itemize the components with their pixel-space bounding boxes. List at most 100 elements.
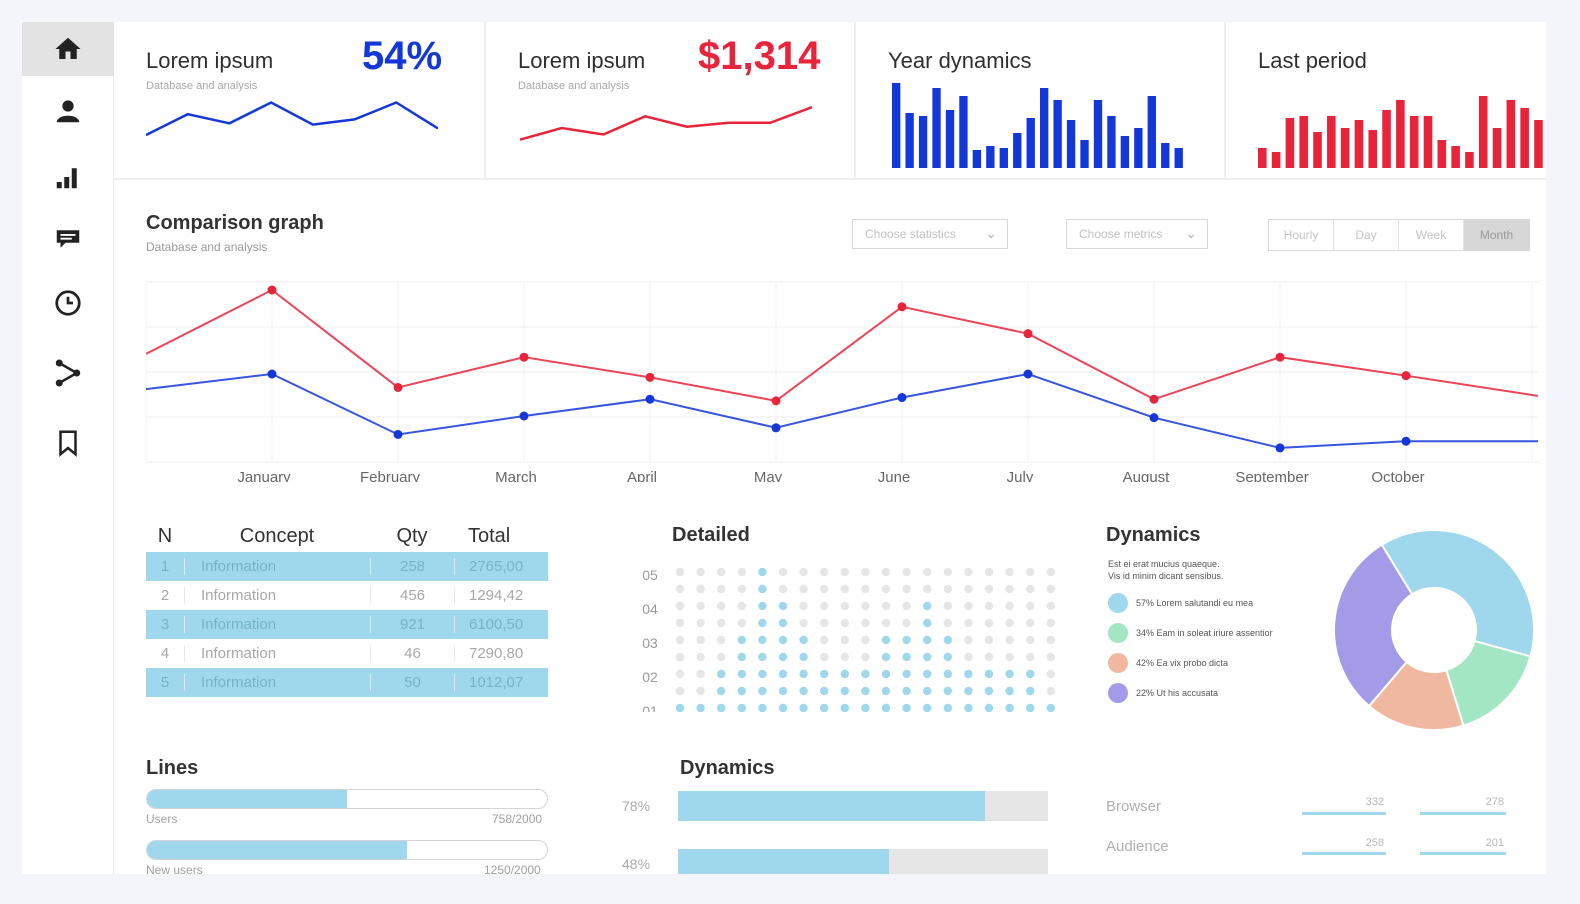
data-point[interactable]: [267, 285, 277, 295]
data-point[interactable]: [1401, 436, 1411, 446]
sidebar-item-home[interactable]: [22, 22, 114, 76]
x-tick-label: May: [754, 469, 783, 482]
data-point[interactable]: [393, 429, 403, 439]
sparkline: [520, 106, 812, 141]
data-point[interactable]: [771, 396, 781, 406]
tab-day[interactable]: Day: [1334, 220, 1399, 250]
bar: [1066, 120, 1076, 168]
matrix-dot: [778, 584, 788, 594]
data-point[interactable]: [519, 411, 529, 421]
matrix-dot: [861, 584, 870, 594]
matrix-dot: [984, 703, 994, 712]
data-point[interactable]: [1023, 369, 1033, 379]
matrix-dot: [902, 584, 911, 594]
matrix-dot: [1046, 618, 1055, 628]
bar: [1285, 118, 1295, 168]
sidebar-item-messages[interactable]: [22, 212, 114, 266]
bar: [1271, 152, 1281, 168]
stat-label: Browser: [1106, 798, 1162, 815]
table-row[interactable]: 1 Information 258 2765,00: [146, 552, 548, 581]
matrix-dot: [758, 618, 767, 628]
matrix-dot: [696, 567, 705, 577]
matrix-dot: [984, 601, 994, 611]
matrix-dot: [696, 635, 705, 645]
sidebar-item-bookmarks[interactable]: [22, 416, 114, 470]
dynamics-bar: [678, 849, 1048, 874]
matrix-dot: [1046, 669, 1055, 679]
data-point[interactable]: [1401, 371, 1411, 381]
legend-label: 34% Eam in soleat iriure assentior: [1136, 628, 1273, 638]
dynamics-title: Dynamics: [1106, 524, 1201, 546]
choose-metrics-select[interactable]: Choose metrics ⌄: [1066, 219, 1208, 249]
data-point[interactable]: [1275, 352, 1285, 362]
table-row[interactable]: 3 Information 921 6100,50: [146, 610, 548, 639]
data-point[interactable]: [897, 302, 907, 312]
matrix-dot: [943, 584, 952, 594]
bar: [1396, 100, 1405, 168]
stat-line: [1302, 852, 1386, 855]
matrix-dot: [696, 652, 705, 662]
data-point[interactable]: [1023, 329, 1033, 339]
legend-item: 34% Eam in soleat iriure assentior: [1108, 623, 1273, 643]
bar: [1299, 116, 1308, 168]
x-tick-label: October: [1371, 469, 1424, 482]
matrix-dot: [758, 584, 767, 594]
table-row[interactable]: 5 Information 50 1012,07: [146, 668, 548, 697]
matrix-dot: [799, 567, 808, 577]
data-point[interactable]: [897, 393, 907, 403]
table-row[interactable]: 4 Information 46 7290,80: [146, 639, 548, 668]
donut-slice[interactable]: [1445, 639, 1532, 727]
bar: [918, 116, 928, 168]
matrix-dot: [778, 635, 788, 645]
matrix-dot: [861, 601, 870, 611]
matrix-dot: [799, 618, 808, 628]
sidebar-item-history[interactable]: [22, 276, 114, 330]
data-point[interactable]: [645, 394, 655, 404]
matrix-dot: [902, 567, 911, 577]
cell-qty: 50: [370, 674, 454, 691]
data-point[interactable]: [267, 369, 277, 379]
matrix-dot: [840, 703, 849, 712]
lines-title: Lines: [146, 757, 199, 779]
sidebar-item-stats[interactable]: [22, 150, 114, 204]
matrix-dot: [758, 669, 767, 679]
sidebar-item-user[interactable]: [22, 84, 114, 138]
tab-week[interactable]: Week: [1399, 220, 1464, 250]
choose-statistics-select[interactable]: Choose statistics ⌄: [852, 219, 1008, 249]
kpi-card-amount: Lorem ipsum Database and analysis $1,314: [486, 22, 856, 180]
matrix-dot: [799, 652, 808, 662]
matrix-dot: [1026, 686, 1035, 696]
matrix-dot: [737, 584, 746, 594]
data-point[interactable]: [1149, 394, 1159, 404]
matrix-dot: [820, 567, 829, 577]
bar-fill: [678, 791, 986, 821]
bar-chart-icon: [56, 168, 77, 189]
matrix-dot: [1046, 635, 1055, 645]
data-point[interactable]: [393, 382, 403, 392]
matrix-dot: [943, 703, 952, 712]
matrix-dot: [1026, 601, 1035, 611]
data-point[interactable]: [519, 352, 529, 362]
matrix-dot: [923, 669, 932, 679]
sidebar-item-share[interactable]: [22, 346, 114, 400]
data-point[interactable]: [1275, 443, 1285, 453]
legend-dot: [1108, 623, 1128, 643]
matrix-dot: [984, 584, 994, 594]
data-point[interactable]: [771, 423, 781, 433]
matrix-dot: [923, 635, 932, 645]
table-row[interactable]: 2 Information 456 1294,42: [146, 581, 548, 610]
matrix-dot: [778, 652, 788, 662]
col-header-total: Total: [468, 524, 511, 547]
tab-hourly[interactable]: Hourly: [1269, 220, 1334, 250]
data-point[interactable]: [645, 372, 655, 382]
matrix-dot: [675, 567, 685, 577]
tab-month[interactable]: Month: [1464, 220, 1529, 250]
data-point[interactable]: [1149, 413, 1159, 423]
donut-slice[interactable]: [1333, 543, 1414, 708]
donut-slice[interactable]: [1380, 529, 1535, 658]
matrix-dot: [778, 669, 788, 679]
matrix-dot: [964, 703, 973, 712]
matrix-dot: [923, 703, 932, 712]
x-tick-label: July: [1007, 469, 1034, 482]
x-tick-label: February: [360, 469, 421, 482]
